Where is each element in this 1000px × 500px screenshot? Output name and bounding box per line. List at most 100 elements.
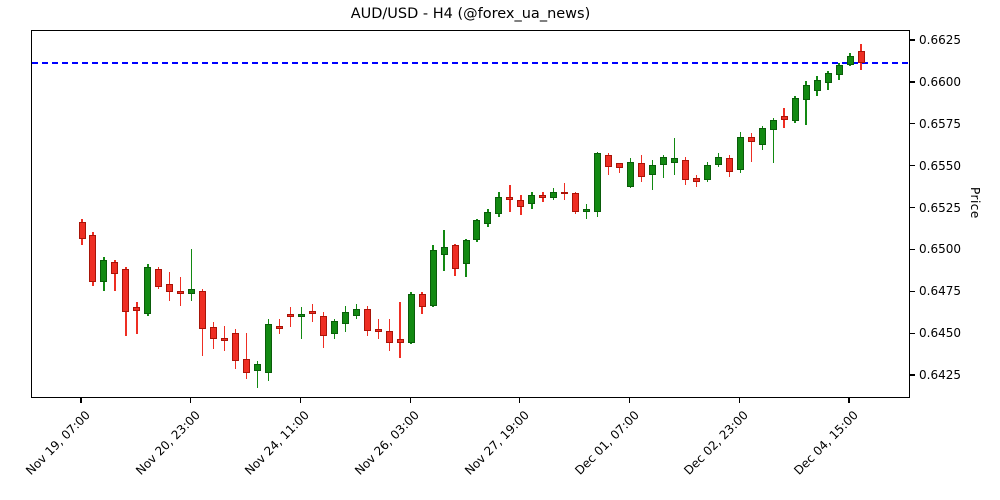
candle-body-61 [736, 136, 744, 171]
x-tick-label: Dec 02, 23:00 [681, 408, 752, 478]
y-tick-label: 0.6525 [919, 200, 961, 215]
candle-body-26 [352, 309, 360, 316]
y-tick-mark [910, 374, 915, 376]
candle-body-68 [813, 79, 821, 92]
candle-body-5 [122, 268, 130, 313]
candle-wick [805, 81, 807, 125]
x-tick-mark [409, 398, 411, 403]
candle-body-59 [714, 156, 722, 165]
candle-body-43 [539, 195, 547, 199]
candle-body-67 [802, 84, 810, 100]
candle-body-13 [210, 327, 218, 340]
candle-body-19 [275, 325, 283, 330]
x-tick-label: Nov 26, 03:00 [352, 408, 423, 478]
candle-body-30 [396, 339, 404, 343]
y-tick-mark [910, 332, 915, 334]
candle-body-38 [484, 211, 492, 224]
candle-body-62 [747, 136, 755, 142]
candle-body-12 [199, 290, 207, 330]
candle-body-49 [605, 154, 613, 167]
candle-body-24 [330, 320, 338, 335]
candle-wick [114, 260, 116, 291]
candle-body-50 [616, 163, 624, 169]
candle-body-45 [561, 191, 569, 194]
candle-body-4 [111, 262, 119, 274]
candle-body-3 [100, 260, 108, 283]
y-tick-mark [910, 290, 915, 292]
x-tick-label: Nov 20, 23:00 [132, 408, 203, 478]
y-axis-label: Price [968, 187, 982, 219]
candle-body-53 [649, 165, 657, 176]
candle-body-55 [670, 158, 678, 164]
candle-wick [662, 154, 665, 179]
x-tick-label: Dec 04, 15:00 [791, 408, 861, 478]
candle-body-66 [791, 98, 799, 122]
candle-body-42 [528, 195, 536, 204]
candle-body-65 [780, 116, 788, 120]
current-price-dashed-line [32, 61, 909, 64]
candle-body-37 [473, 220, 481, 241]
candle-body-14 [221, 337, 229, 341]
candle-body-15 [232, 332, 240, 361]
candle-body-60 [725, 158, 733, 172]
x-tick-label: Nov 27, 19:00 [461, 408, 532, 478]
y-tick-label: 0.6450 [919, 326, 961, 341]
candle-body-63 [758, 128, 766, 145]
candle-body-52 [638, 163, 646, 177]
candle-body-48 [594, 153, 602, 212]
y-tick-mark [910, 248, 915, 250]
y-tick-mark [910, 206, 915, 209]
candle-body-6 [133, 307, 141, 311]
x-tick-mark [299, 398, 302, 403]
candle-body-17 [254, 364, 262, 371]
plot-area [31, 30, 910, 398]
candle-body-23 [319, 315, 327, 336]
y-tick-label: 0.6575 [919, 116, 961, 131]
candle-body-20 [286, 314, 294, 318]
candle-wick [289, 307, 292, 328]
candle-body-41 [517, 200, 525, 207]
candle-body-21 [297, 314, 305, 318]
y-tick-label: 0.6475 [919, 284, 961, 299]
x-tick-mark [628, 398, 631, 403]
candle-body-33 [429, 250, 437, 306]
candle-wick [136, 302, 138, 335]
x-tick-label: Nov 24, 11:00 [242, 408, 313, 478]
x-tick-mark [80, 398, 82, 403]
candle-body-72 [857, 51, 865, 63]
candle-body-11 [188, 288, 196, 294]
candle-body-47 [583, 208, 591, 212]
x-tick-label: Nov 19, 07:00 [23, 408, 93, 478]
x-tick-label: Dec 01, 07:00 [571, 408, 642, 478]
x-tick-mark [848, 398, 850, 403]
candle-wick [399, 302, 401, 358]
y-tick-label: 0.6600 [919, 74, 961, 89]
candle-body-39 [495, 196, 503, 214]
candle-body-27 [363, 309, 371, 331]
candle-body-1 [78, 221, 86, 239]
candle-body-40 [506, 196, 514, 201]
candle-body-44 [550, 191, 558, 199]
y-tick-label: 0.6500 [919, 242, 961, 257]
y-tick-label: 0.6550 [919, 158, 961, 173]
candle-body-32 [418, 293, 426, 308]
candle-wick [191, 248, 193, 301]
candle-body-36 [462, 240, 470, 264]
candle-body-2 [89, 235, 97, 283]
candle-body-31 [407, 293, 415, 343]
candle-wick [256, 360, 259, 388]
candle-body-29 [385, 330, 393, 343]
candle-body-58 [703, 165, 711, 181]
candle-wick [750, 133, 752, 162]
chart-title: AUD/USD - H4 (@forex_ua_news) [350, 6, 591, 22]
x-tick-mark [519, 398, 521, 403]
y-tick-label: 0.6625 [919, 33, 961, 48]
candle-body-18 [265, 324, 273, 373]
candle-body-51 [627, 161, 635, 187]
candle-body-35 [451, 245, 459, 269]
y-tick-label: 0.6425 [919, 368, 961, 383]
candle-wick [300, 307, 303, 340]
candle-body-7 [144, 267, 152, 315]
x-tick-mark [190, 398, 192, 403]
candle-body-46 [572, 193, 580, 212]
